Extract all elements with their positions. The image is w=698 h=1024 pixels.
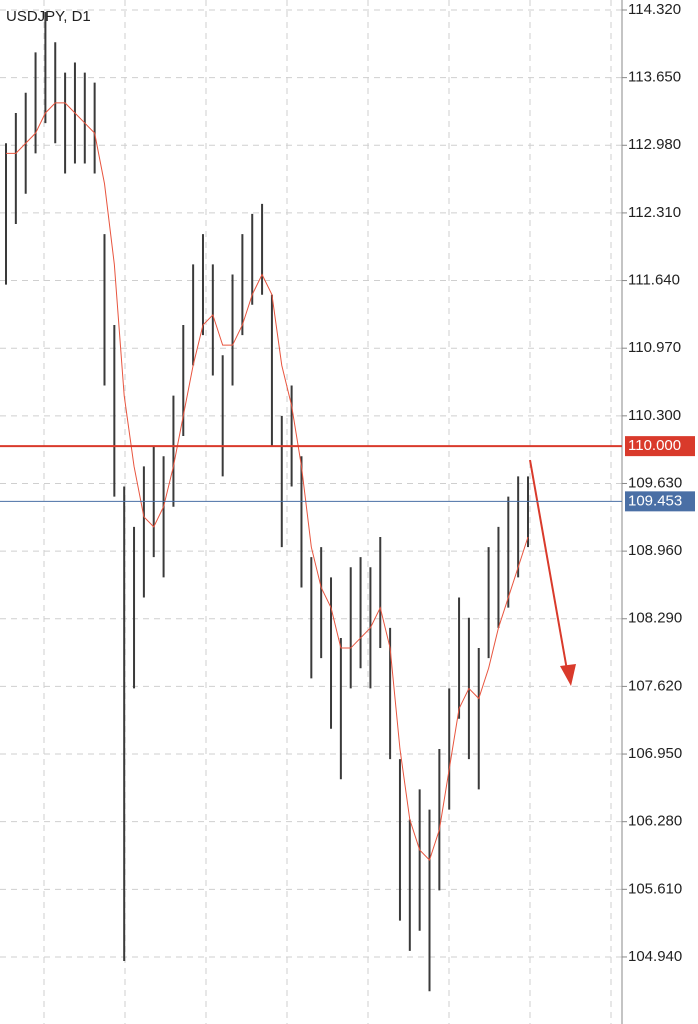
y-tick-label: 108.290	[628, 610, 682, 627]
y-tick-label: 110.970	[628, 339, 681, 356]
y-tick-label: 111.640	[628, 272, 680, 289]
time-grid	[43, 0, 612, 1024]
price-level-label: 109.453	[628, 492, 682, 509]
plot-layer	[0, 9, 622, 992]
y-tick-label: 104.940	[628, 948, 682, 965]
y-tick-label: 105.610	[628, 880, 682, 897]
y-tick-label: 106.280	[628, 813, 682, 830]
y-tick-label: 114.320	[628, 1, 681, 18]
y-tick-label: 109.630	[628, 474, 682, 491]
y-tick-label: 112.980	[628, 136, 681, 153]
y-tick-label: 110.300	[628, 407, 681, 424]
y-tick-label: 108.960	[628, 542, 682, 559]
chart-title: USDJPY, D1	[6, 8, 91, 25]
y-tick-label: 107.620	[628, 677, 682, 694]
y-tick-label: 112.310	[628, 204, 681, 221]
price-level-label: 110.000	[628, 437, 681, 454]
y-tick-label: 113.650	[628, 69, 681, 86]
arrow-annotation	[529, 459, 576, 686]
price-level-tag	[625, 436, 695, 457]
y-tick-label: 106.950	[628, 745, 682, 762]
moving-average-line	[6, 102, 529, 861]
price-level-tag	[625, 491, 695, 512]
